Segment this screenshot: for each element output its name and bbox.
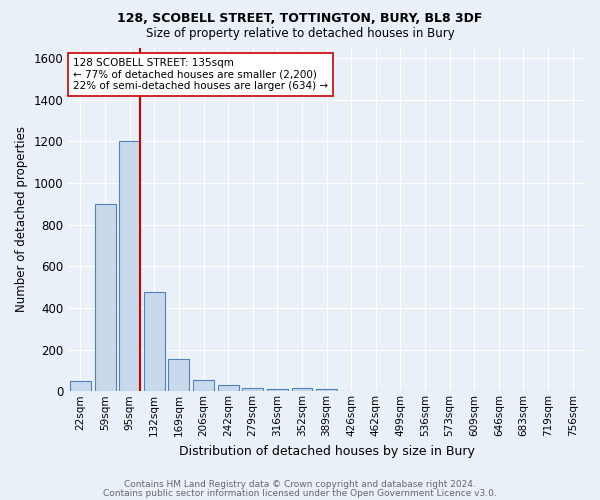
Bar [242,388,263,392]
Bar [70,381,91,392]
Bar [95,204,116,392]
Text: 128 SCOBELL STREET: 135sqm
← 77% of detached houses are smaller (2,200)
22% of s: 128 SCOBELL STREET: 135sqm ← 77% of deta… [73,58,328,91]
Bar [169,359,190,392]
Text: Contains public sector information licensed under the Open Government Licence v3: Contains public sector information licen… [103,489,497,498]
Bar [267,389,288,392]
Text: Size of property relative to detached houses in Bury: Size of property relative to detached ho… [146,28,454,40]
Y-axis label: Number of detached properties: Number of detached properties [15,126,28,312]
X-axis label: Distribution of detached houses by size in Bury: Distribution of detached houses by size … [179,444,475,458]
Bar [292,388,313,392]
Bar [144,292,165,392]
Bar [316,389,337,392]
Bar [119,142,140,392]
Text: Contains HM Land Registry data © Crown copyright and database right 2024.: Contains HM Land Registry data © Crown c… [124,480,476,489]
Text: 128, SCOBELL STREET, TOTTINGTON, BURY, BL8 3DF: 128, SCOBELL STREET, TOTTINGTON, BURY, B… [118,12,482,26]
Bar [218,385,239,392]
Bar [193,380,214,392]
